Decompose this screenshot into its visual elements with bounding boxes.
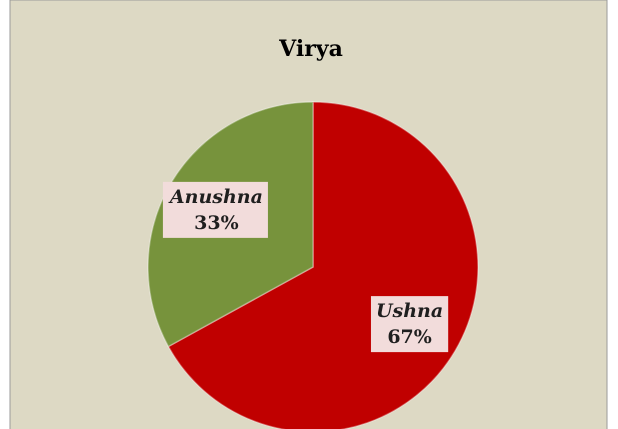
data-label-box: [370, 296, 449, 353]
category-label: Ushna: [376, 300, 443, 322]
value-label: 67%: [387, 326, 432, 348]
value-label: 33%: [194, 212, 239, 234]
chart-title: Virya: [278, 36, 343, 62]
category-label: Anushna: [168, 186, 263, 208]
data-label: Ushna 67%: [370, 296, 449, 353]
data-label: Anushna 33%: [162, 181, 268, 238]
data-label-box: [162, 181, 268, 238]
